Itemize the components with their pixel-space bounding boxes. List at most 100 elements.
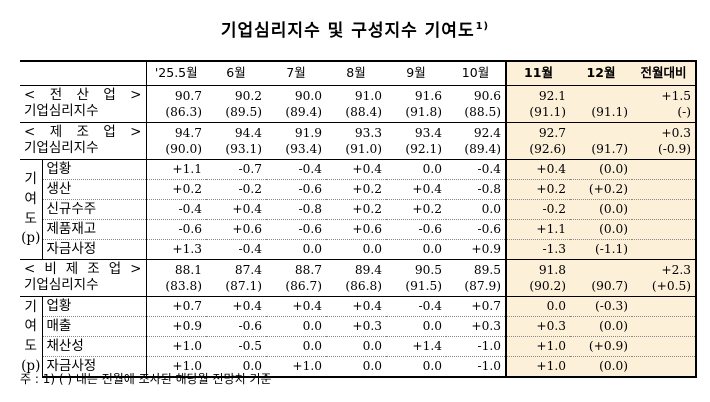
- value-cell: (89.5): [206, 104, 266, 123]
- value-cell: 88.1: [146, 259, 206, 278]
- contribution-row: 자금사정 +1.0 0.0 +1.0 0.0 0.0 -1.0 +1.0 (0.0): [20, 356, 697, 378]
- value-cell: (86.3): [146, 104, 206, 123]
- value-cell: -0.6: [446, 219, 506, 240]
- value-cell: (0.0): [570, 159, 632, 180]
- value-cell: +0.7: [446, 296, 506, 317]
- value-cell: +0.9: [446, 239, 506, 260]
- value-cell: +0.3: [505, 316, 570, 337]
- col-header: 8월: [326, 60, 386, 86]
- value-cell: +0.4: [505, 159, 570, 180]
- value-cell: [570, 122, 632, 141]
- value-cell: 0.0: [386, 356, 446, 378]
- value-cell: (90.0): [146, 141, 206, 160]
- index-row: 기업심리지수 (90.0) (93.1) (93.4) (91.0) (92.1) (89.…: [20, 141, 697, 160]
- value-cell: +0.4: [326, 296, 386, 317]
- side-label-char: 도: [24, 210, 37, 227]
- contribution-row: 기 여 도 (p) 업황 +1.1 -0.7 -0.4 +0.4 0.0 -0.4 +0.4 (0.0): [20, 159, 697, 260]
- value-cell: +0.4: [386, 179, 446, 200]
- value-cell: [632, 316, 697, 337]
- value-cell: 91.6: [414, 88, 442, 103]
- value-cell: 0.0: [206, 356, 266, 378]
- value-cell: (-0.3): [570, 296, 632, 317]
- value-cell: -0.2: [505, 199, 570, 220]
- section-row: < 제 조 업 >94.7 94.4 91.9 93.3 93.4 92.4 92.7 +0.…: [20, 122, 697, 141]
- row-label: 자금사정: [42, 356, 147, 378]
- value-cell: 94.7: [146, 122, 206, 141]
- contribution-row: 제품재고 -0.6 +0.6 -0.6 +0.6 -0.6 -0.6 +1.1 (0.0): [20, 219, 697, 240]
- value-cell: +1.0: [146, 356, 206, 378]
- value-cell: +0.4: [206, 296, 266, 317]
- value-cell: 92.1: [505, 85, 570, 104]
- value-cell: (0.0): [570, 199, 632, 220]
- value-cell: (+0.2): [570, 179, 632, 200]
- value-cell: -0.4: [146, 199, 206, 220]
- value-cell: +0.2: [386, 199, 446, 220]
- value-cell: -0.6: [266, 179, 326, 200]
- value-cell: [632, 159, 697, 180]
- title-footnote-mark: 1): [475, 21, 490, 33]
- value-cell: (-0.9): [632, 141, 697, 160]
- row-label: 채산성: [42, 336, 147, 357]
- value-cell: (91.8): [386, 104, 446, 123]
- value-cell: 91.0: [354, 88, 382, 103]
- index-label: 기업심리지수: [20, 104, 147, 123]
- value-cell: 88.7: [266, 259, 326, 278]
- value-cell: -0.6: [206, 316, 266, 337]
- value-cell: (+0.5): [632, 278, 697, 297]
- value-cell: [570, 259, 632, 278]
- value-cell: 87.4: [206, 259, 266, 278]
- value-cell: (+0.9): [570, 336, 632, 357]
- value-cell: [632, 239, 697, 260]
- value-cell: -0.8: [266, 199, 326, 220]
- contribution-row: 생산 +0.2 -0.2 -0.6 +0.2 +0.4 -0.8 +0.2 (+0.2): [20, 179, 697, 200]
- value-cell: (88.5): [446, 104, 506, 123]
- value-cell: +1.0: [505, 336, 570, 357]
- value-cell: +1.4: [386, 336, 446, 357]
- value-cell: +1.0: [505, 356, 570, 378]
- value-cell: (88.4): [326, 104, 386, 123]
- value-cell: +0.2: [326, 179, 386, 200]
- value-cell: +0.3: [326, 316, 386, 337]
- value-cell: +0.2: [326, 199, 386, 220]
- value-cell: +0.7: [146, 296, 206, 317]
- value-cell: (87.1): [206, 278, 266, 297]
- value-cell: 90.6: [473, 88, 501, 103]
- value-cell: +2.3: [632, 259, 697, 278]
- value-cell: 94.4: [206, 122, 266, 141]
- value-cell: [632, 199, 697, 220]
- value-cell: 89.5: [446, 259, 506, 278]
- value-cell: 0.0: [326, 239, 386, 260]
- value-cell: (0.0): [570, 316, 632, 337]
- contribution-row: 신규수주 -0.4 +0.4 -0.8 +0.2 +0.2 0.0 -0.2 (0.0): [20, 199, 697, 220]
- value-cell: (89.4): [446, 141, 506, 160]
- value-cell: [632, 356, 697, 378]
- value-cell: (93.4): [266, 141, 326, 160]
- value-cell: -0.4: [266, 159, 326, 180]
- value-cell: (90.7): [570, 278, 632, 297]
- value-cell: (-): [632, 104, 697, 123]
- value-cell: 0.0: [505, 296, 570, 317]
- row-label: 제품재고: [42, 219, 147, 240]
- value-cell: (83.8): [146, 278, 206, 297]
- col-header: 12월: [570, 60, 632, 86]
- value-cell: -0.6: [386, 219, 446, 240]
- side-label-char: 기: [24, 171, 37, 188]
- value-cell: +0.3: [632, 122, 697, 141]
- value-cell: 92.4: [446, 122, 506, 141]
- index-row: 기업심리지수 (86.3) (89.5) (89.4) (88.4) (91.8) (88.…: [20, 104, 697, 123]
- value-cell: 90.0: [294, 88, 322, 103]
- value-cell: 90.5: [386, 259, 446, 278]
- value-cell: 0.0: [386, 159, 446, 180]
- side-label: 기 여 도 (p): [20, 159, 43, 260]
- value-cell: 89.4: [326, 259, 386, 278]
- value-cell: 0.0: [266, 336, 326, 357]
- index-label: 기업심리지수: [20, 278, 147, 297]
- value-cell: -0.4: [206, 239, 266, 260]
- value-cell: (91.1): [505, 104, 570, 123]
- value-cell: -0.6: [266, 219, 326, 240]
- value-cell: +1.0: [266, 356, 326, 378]
- side-label-char: 여: [24, 190, 37, 207]
- value-cell: (86.8): [326, 278, 386, 297]
- contribution-row: 기 여 도 (p) 업황 +0.7 +0.4 +0.4 +0.4 -0.4 +0.7 0.0 (-0.3…: [20, 296, 697, 377]
- value-cell: +1.1: [505, 219, 570, 240]
